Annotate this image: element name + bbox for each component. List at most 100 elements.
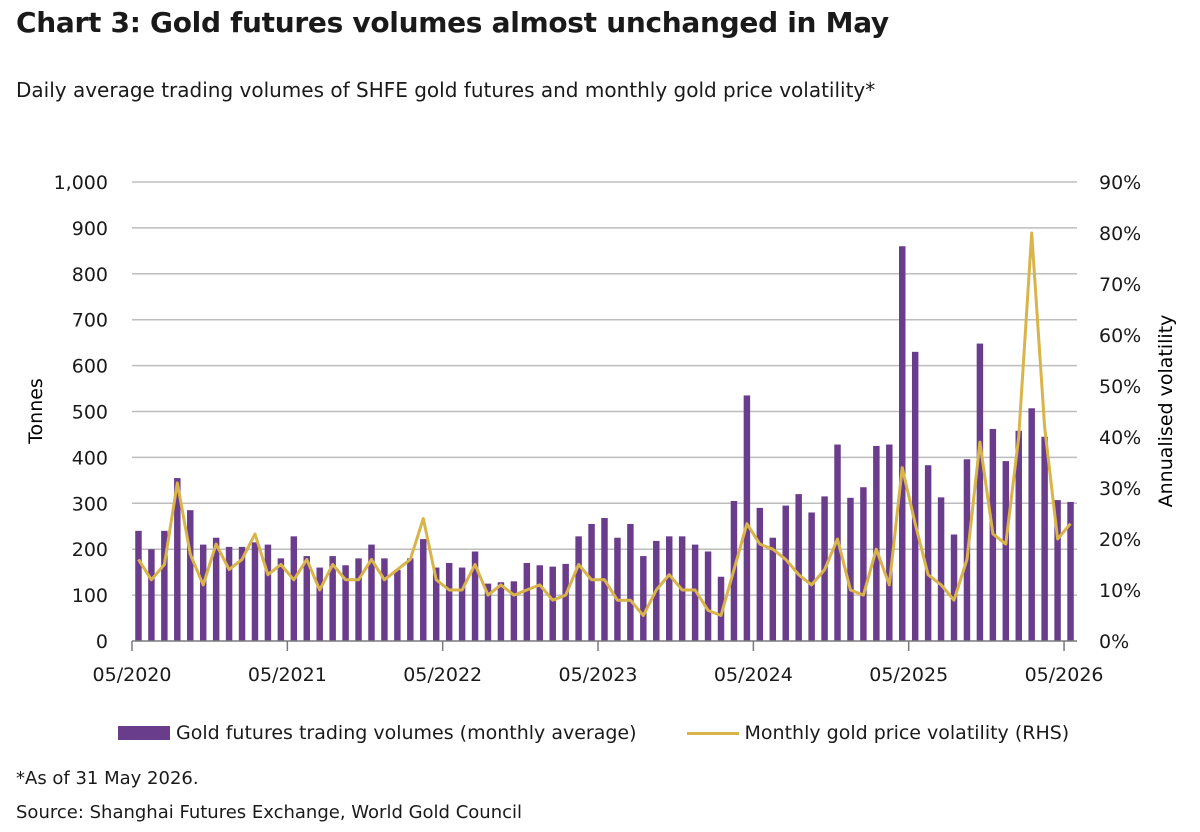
- y-tick-label: 800: [72, 264, 108, 286]
- y-tick-label: 0: [96, 631, 108, 653]
- volume-bar: [316, 567, 323, 641]
- volume-bar: [174, 478, 181, 641]
- volume-bar: [769, 537, 777, 641]
- volume-bar: [290, 536, 298, 641]
- chart-subtitle: Daily average trading volumes of SHFE go…: [16, 78, 876, 102]
- volume-bar: [937, 497, 945, 641]
- legend-item-volumes: Gold futures trading volumes (monthly av…: [118, 722, 637, 744]
- volume-bar: [795, 494, 802, 641]
- volume-bar: [212, 537, 220, 641]
- volume-bar: [497, 582, 505, 641]
- volume-bar: [510, 581, 518, 641]
- y2-tick-label: 20%: [1099, 529, 1141, 551]
- volume-bar: [148, 549, 155, 641]
- x-axis-ticks: 05/2020 05/2021 05/2022 05/2023 05/2024 05/20…: [93, 641, 1104, 686]
- y2-tick-label: 0%: [1099, 631, 1129, 653]
- volume-bar: [562, 563, 569, 641]
- right-axis-ticks: 0% 10% 20% 30% 40% 50% 60% 70% 80% 90%: [1099, 172, 1141, 653]
- volume-bar: [717, 576, 725, 641]
- volume-bar: [135, 530, 142, 641]
- volume-bar: [1002, 461, 1010, 641]
- volume-bar: [471, 551, 479, 641]
- volume-bar: [575, 536, 582, 641]
- x-tick-label: 05/2025: [869, 664, 948, 686]
- volume-bar: [640, 556, 647, 641]
- y-axis-label: Tonnes: [25, 378, 47, 445]
- y2-tick-label: 10%: [1099, 580, 1141, 602]
- y-tick-label: 1,000: [54, 172, 108, 194]
- volume-bar: [355, 558, 362, 641]
- volume-bar: [420, 539, 427, 641]
- volume-bar: [277, 558, 285, 641]
- y-tick-label: 400: [72, 447, 108, 469]
- y2-tick-label: 40%: [1099, 427, 1141, 449]
- volume-bar: [225, 546, 233, 641]
- volume-bar: [187, 510, 194, 641]
- volume-bar: [199, 544, 207, 641]
- volume-bar: [704, 551, 712, 641]
- legend-swatch-bar: [118, 726, 170, 740]
- volume-bar: [756, 507, 764, 641]
- x-tick-label: 05/2024: [714, 664, 793, 686]
- volume-bar: [847, 497, 854, 641]
- y-tick-label: 500: [72, 402, 108, 424]
- volume-bar: [368, 544, 375, 641]
- volume-bar: [899, 246, 906, 641]
- y2-axis-label: Annualised volatility: [1155, 315, 1177, 508]
- volatility-line-group: [137, 231, 1072, 617]
- y-tick-label: 300: [72, 493, 108, 515]
- y-tick-label: 100: [72, 585, 108, 607]
- volatility-line: [137, 231, 1072, 617]
- volume-bar: [342, 565, 349, 641]
- y2-tick-label: 80%: [1099, 223, 1141, 245]
- volume-bar: [924, 465, 932, 641]
- volume-bar: [886, 444, 893, 641]
- volume-bar: [381, 558, 388, 641]
- volume-bar: [665, 536, 673, 641]
- y-tick-label: 600: [72, 356, 108, 378]
- y2-tick-label: 90%: [1099, 172, 1141, 194]
- volume-bar: [782, 505, 789, 641]
- x-tick-label: 05/2021: [248, 664, 327, 686]
- volume-bar: [950, 534, 958, 641]
- volume-bar: [432, 567, 440, 641]
- volume-bar: [743, 395, 751, 641]
- volume-bar: [329, 556, 336, 641]
- volume-bar: [627, 523, 634, 641]
- chart-title: Chart 3: Gold futures volumes almost unc…: [16, 6, 889, 39]
- y2-tick-label: 70%: [1099, 274, 1141, 296]
- volume-bar: [1067, 501, 1074, 641]
- volume-bar: [536, 565, 544, 641]
- volume-bar: [1028, 408, 1035, 641]
- volume-bar: [976, 343, 984, 641]
- volume-bar: [251, 542, 259, 641]
- volume-bar: [588, 523, 595, 641]
- volume-bar: [1054, 500, 1061, 641]
- legend-label-volumes: Gold futures trading volumes (monthly av…: [176, 722, 637, 744]
- y2-tick-label: 30%: [1099, 478, 1141, 500]
- left-axis-ticks: 0 100 200 300 400 500 600 700 800 900 1,000: [54, 172, 108, 653]
- y2-tick-label: 60%: [1099, 325, 1141, 347]
- volume-bar: [394, 569, 401, 641]
- y-tick-label: 200: [72, 539, 108, 561]
- volume-bar: [523, 562, 531, 641]
- volume-bar: [1015, 430, 1022, 641]
- gridlines: [132, 181, 1077, 596]
- y-tick-label: 700: [72, 310, 108, 332]
- volume-bar: [264, 544, 272, 641]
- y-tick-label: 900: [72, 218, 108, 240]
- volume-bar: [549, 566, 556, 641]
- volume-bar: [808, 512, 815, 641]
- legend-label-volatility: Monthly gold price volatility (RHS): [744, 722, 1070, 744]
- source-note: Source: Shanghai Futures Exchange, World…: [16, 802, 522, 823]
- combo-chart: 0 100 200 300 400 500 600 700 800 900 1,000 0% 10% 2…: [25, 172, 1177, 686]
- volume-bar: [911, 351, 919, 641]
- x-tick-label: 05/2026: [1025, 664, 1104, 686]
- footnote: *As of 31 May 2026.: [16, 768, 199, 789]
- legend-swatch-line: [686, 731, 739, 735]
- legend-item-volatility: Monthly gold price volatility (RHS): [686, 722, 1070, 744]
- volume-bar: [873, 445, 880, 641]
- volume-bar: [458, 567, 466, 641]
- volume-bar: [303, 556, 310, 641]
- volume-bar: [484, 583, 492, 641]
